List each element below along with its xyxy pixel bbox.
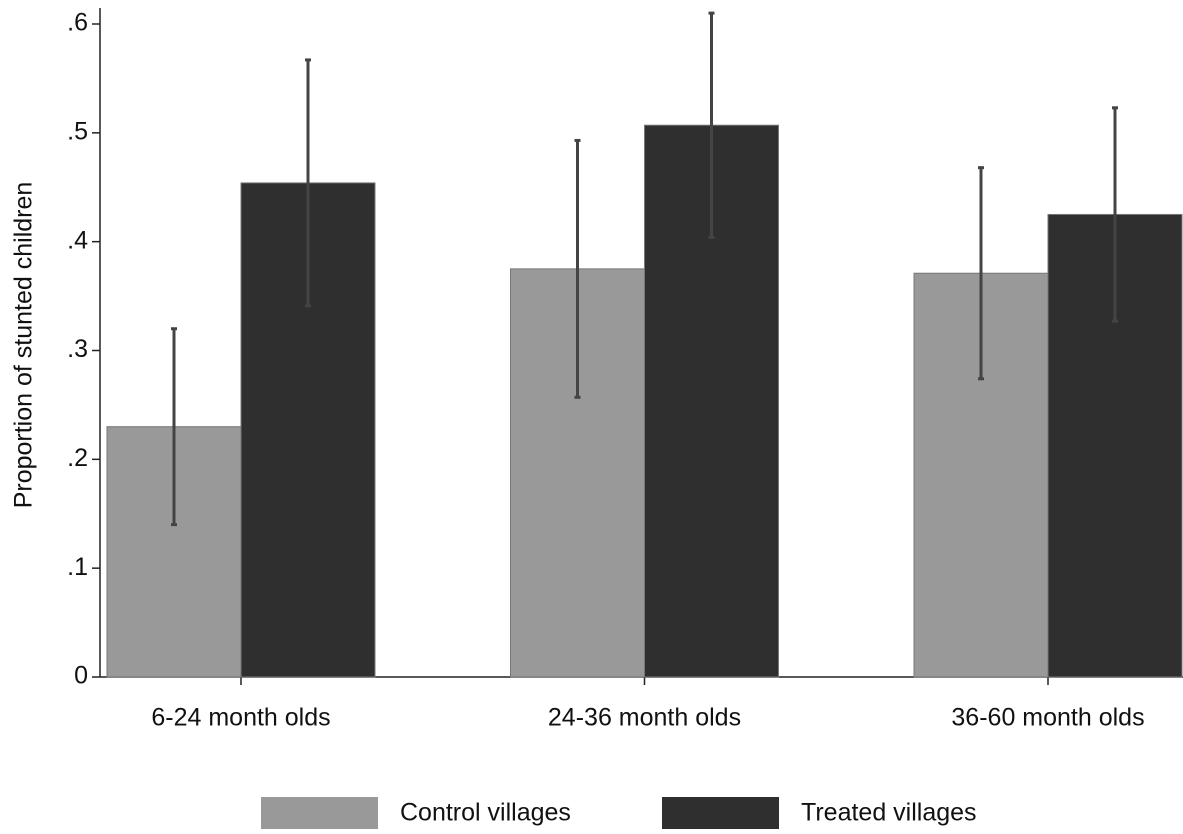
y-tick-label: .6 (67, 9, 88, 37)
error-bar (978, 166, 984, 381)
y-tick-label: .3 (67, 335, 88, 363)
y-tick-label: 0 (74, 662, 88, 690)
legend-swatch (261, 797, 378, 829)
y-tick-label: .1 (67, 553, 88, 581)
x-tick-label: 24-36 month olds (548, 704, 741, 732)
y-tick-label: .5 (67, 117, 88, 145)
legend-swatch (662, 797, 779, 829)
error-bar (1112, 106, 1118, 323)
error-bar (171, 327, 177, 527)
x-tick-label: 36-60 month olds (951, 704, 1144, 732)
error-bar (574, 138, 581, 399)
y-tick-label: .4 (67, 226, 88, 254)
x-tick-label: 6-24 month olds (151, 704, 330, 732)
error-bar (305, 58, 311, 308)
legend-label: Treated villages (801, 799, 977, 827)
y-axis-label: Proportion of stunted children (10, 182, 38, 509)
y-tick-label: .2 (67, 444, 88, 472)
error-bar (708, 11, 715, 239)
legend-label: Control villages (400, 799, 571, 827)
